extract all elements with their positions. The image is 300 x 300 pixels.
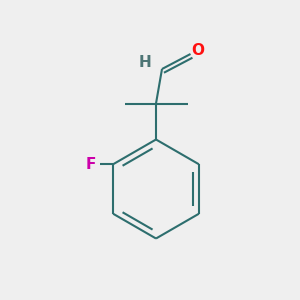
Text: H: H [138, 55, 151, 70]
Text: O: O [191, 44, 205, 59]
Text: F: F [85, 157, 96, 172]
